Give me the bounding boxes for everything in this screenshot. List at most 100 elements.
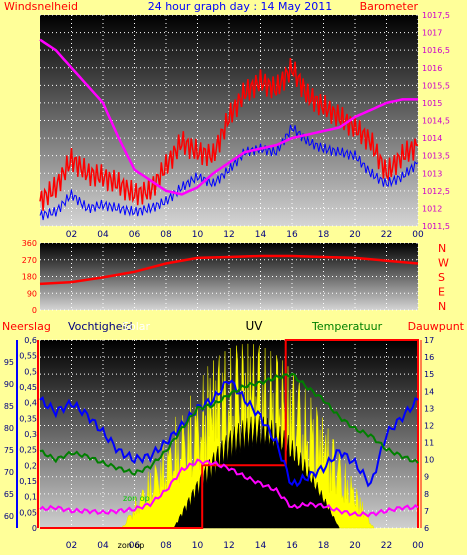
x-tick-label-bottom: 16 (286, 541, 298, 551)
direction-tick-label: 270 (22, 256, 37, 265)
x-tick-label-top: 08 (160, 230, 172, 240)
rain-tick-label: 0,45 (19, 383, 37, 392)
humidity-tick-label: 60 (4, 512, 14, 521)
barometer-tick-label: 1014,5 (422, 117, 450, 126)
wind-label: Windsnelheid (4, 0, 78, 13)
top-series-line (39, 38, 418, 196)
x-tick-label-bottom: 02 (66, 541, 77, 551)
direction-tick-label: 0 (32, 306, 37, 315)
x-tick-label-top: 20 (349, 230, 361, 240)
rain-tick-label: 0,55 (19, 352, 37, 361)
temp-tick-label: 8 (424, 490, 429, 499)
rain-tick-label: 0,1 (24, 493, 37, 502)
barometer-tick-label: 1015 (422, 99, 442, 108)
barometer-tick-label: 1013,5 (422, 152, 450, 161)
bottom-series-line (39, 372, 419, 476)
rain-tick-label: 0,3 (24, 430, 37, 439)
rain-tick-label: 0,2 (24, 461, 37, 470)
barometer-tick-label: 1016,5 (422, 46, 450, 55)
x-tick-label-top: 18 (318, 230, 330, 240)
temp-tick-label: 15 (424, 370, 434, 379)
humidity-tick-label: 65 (4, 490, 14, 499)
temperature-label: Temperatuur (311, 320, 383, 333)
compass-label: S (438, 271, 445, 284)
direction-tick-label: 180 (22, 273, 37, 282)
barometer-tick-label: 1011,5 (422, 222, 450, 231)
humidity-tick-label: 90 (4, 380, 14, 389)
x-tick-label-top: 22 (381, 230, 392, 240)
sunrise-label: zon op (123, 494, 150, 503)
x-tick-label-bottom: 18 (318, 541, 330, 551)
rain-tick-label: 0,6 (24, 336, 37, 345)
series-lines (39, 38, 419, 529)
solar-label: Solar (122, 320, 151, 333)
rain-tick-label: 0 (32, 524, 37, 533)
rain-tick-label: 0,4 (24, 399, 37, 408)
bottom-series-line (39, 458, 419, 518)
temp-tick-label: 16 (424, 353, 434, 362)
humidity-tick-label: 80 (4, 424, 14, 433)
x-tick-label-bottom: 12 (223, 541, 234, 551)
temp-tick-label: 17 (424, 336, 434, 345)
barometer-tick-label: 1015,5 (422, 81, 450, 90)
x-tick-label-top: 02 (66, 230, 77, 240)
x-tick-label-bottom: 20 (349, 541, 361, 551)
temp-tick-label: 11 (424, 439, 434, 448)
compass-label: N (438, 242, 446, 255)
uv-area (173, 416, 340, 529)
barometer-tick-label: 1017,5 (422, 11, 450, 20)
temp-tick-label: 10 (424, 456, 434, 465)
direction-tick-label: 360 (22, 239, 37, 248)
temp-tick-label: 9 (424, 473, 429, 482)
x-tick-label-top: 00 (412, 230, 424, 240)
humidity-tick-label: 95 (4, 358, 14, 367)
compass-label: W (438, 257, 449, 270)
x-tick-label-top: 12 (223, 230, 234, 240)
x-tick-label-bottom: 04 (97, 541, 109, 551)
uv-label: UV (246, 319, 264, 333)
barometer-tick-label: 1017 (422, 29, 442, 38)
temp-tick-label: 14 (424, 387, 434, 396)
temp-tick-label: 13 (424, 404, 434, 413)
rain-tick-label: 0,05 (19, 508, 37, 517)
barometer-tick-label: 1012,5 (422, 187, 450, 196)
tick-labels: 0202040406060808101012121414161618182020… (4, 11, 450, 551)
x-tick-label-top: 04 (97, 230, 109, 240)
temp-tick-label: 12 (424, 421, 434, 430)
barometer-tick-label: 1016 (422, 64, 442, 73)
rain-tick-label: 0,15 (19, 477, 37, 486)
barometer-tick-label: 1012 (422, 204, 442, 213)
humidity-tick-label: 85 (4, 402, 14, 411)
x-tick-label-bottom: 22 (381, 541, 392, 551)
x-tick-label-top: 06 (129, 230, 141, 240)
rain-tick-label: 0,5 (24, 367, 37, 376)
x-tick-label-top: 16 (286, 230, 298, 240)
x-tick-label-top: 14 (255, 230, 267, 240)
barometer-tick-label: 1014 (422, 134, 442, 143)
x-tick-label-bottom: 08 (160, 541, 172, 551)
barometer-label: Barometer (360, 0, 419, 13)
top-series-line (39, 124, 419, 221)
humidity-label: Vochtigheid (68, 320, 133, 333)
direction-tick-label: 90 (27, 289, 37, 298)
temp-tick-label: 7 (424, 507, 429, 516)
x-tick-label-top: 10 (192, 230, 204, 240)
top-series-line (39, 58, 419, 211)
barometer-tick-label: 1013 (422, 169, 442, 178)
solar-uv-areas (121, 343, 375, 529)
rain-tick-label: 0,25 (19, 446, 37, 455)
humidity-tick-label: 75 (4, 446, 14, 455)
rain-tick-label: 0,35 (19, 414, 37, 423)
x-tick-label-bottom: 00 (412, 541, 424, 551)
humidity-tick-label: 70 (4, 468, 14, 477)
chart-title: 24 hour graph day : 14 May 2011 (148, 0, 333, 13)
dewpoint-label: Dauwpunt (408, 320, 465, 333)
bottom-series-line (39, 379, 419, 488)
sunrise-axis-label: zon op (118, 541, 145, 550)
x-tick-label-bottom: 06 (129, 541, 141, 551)
direction-line (39, 254, 419, 286)
compass-label: N (438, 300, 446, 313)
compass-label: E (438, 286, 445, 299)
rain-label: Neerslag (2, 320, 51, 333)
